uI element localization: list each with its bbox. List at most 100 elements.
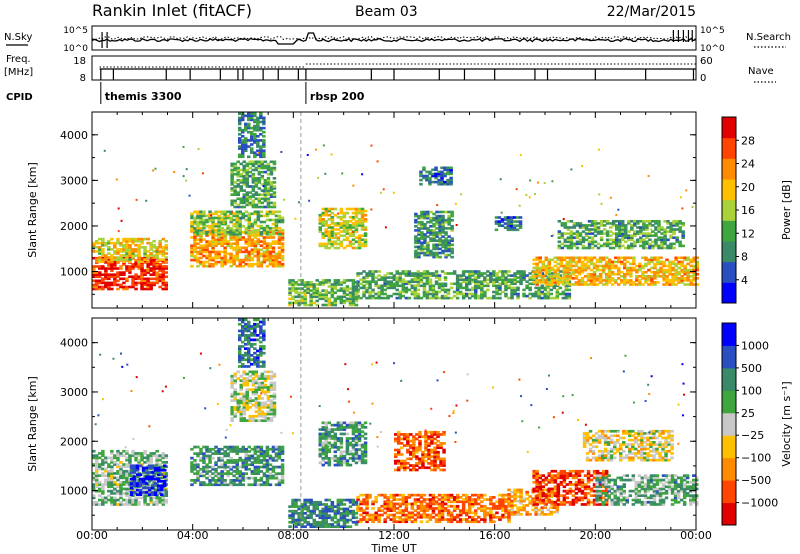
data-cell xyxy=(499,178,502,181)
data-cell xyxy=(468,276,472,279)
data-cell xyxy=(297,303,301,307)
data-cell xyxy=(272,168,277,172)
data-cell xyxy=(274,240,279,243)
data-cell xyxy=(241,450,245,453)
data-cell xyxy=(611,220,616,223)
data-cell xyxy=(164,472,168,475)
data-cell xyxy=(330,228,335,231)
data-cell xyxy=(443,172,447,176)
data-cell xyxy=(659,262,663,266)
data-cell xyxy=(196,233,200,236)
data-cell xyxy=(550,279,554,282)
data-cell xyxy=(155,496,159,500)
data-cell xyxy=(540,290,544,294)
data-cell xyxy=(251,419,256,422)
data-cell xyxy=(113,246,117,249)
data-cell xyxy=(602,220,607,223)
data-cell xyxy=(417,214,421,218)
data-cell xyxy=(269,183,274,186)
data-cell xyxy=(242,197,246,201)
data-cell xyxy=(348,207,353,211)
data-cell xyxy=(137,500,141,504)
data-cell xyxy=(629,283,633,286)
data-cell xyxy=(266,199,271,203)
data-cell xyxy=(140,263,144,266)
data-cell xyxy=(161,498,165,502)
data-cell xyxy=(501,282,505,286)
data-cell xyxy=(568,268,573,272)
data-cell xyxy=(389,294,393,298)
data-cell xyxy=(272,191,277,194)
data-cell xyxy=(568,277,573,280)
data-cell xyxy=(468,282,472,286)
data-cell xyxy=(116,275,120,278)
data-cell xyxy=(414,212,418,216)
data-cell xyxy=(257,401,262,405)
data-cell xyxy=(498,296,502,300)
data-cell xyxy=(95,480,99,484)
data-cell xyxy=(239,185,243,188)
data-cell xyxy=(247,114,251,118)
data-cell xyxy=(193,467,197,471)
data-cell xyxy=(630,228,634,231)
data-cell xyxy=(110,461,114,464)
data-cell xyxy=(351,293,356,296)
data-cell xyxy=(432,225,436,228)
data-cell xyxy=(318,228,322,231)
data-cell xyxy=(272,381,277,385)
data-cell xyxy=(495,292,499,296)
data-cell xyxy=(254,397,259,400)
data-cell xyxy=(230,179,234,182)
data-cell xyxy=(134,248,138,251)
data-cell xyxy=(247,214,251,218)
data-cell xyxy=(598,264,603,268)
data-cell xyxy=(277,226,282,230)
data-cell xyxy=(164,287,168,291)
data-cell xyxy=(199,459,203,462)
freq-label-line1: Freq. xyxy=(6,54,31,65)
data-cell xyxy=(217,222,221,226)
data-cell xyxy=(259,264,264,268)
data-cell xyxy=(345,238,350,242)
data-cell xyxy=(692,277,696,280)
data-cell xyxy=(531,292,535,296)
data-cell xyxy=(434,272,439,275)
data-cell xyxy=(135,464,140,468)
data-cell xyxy=(125,277,129,281)
data-cell xyxy=(678,220,682,223)
data-cell xyxy=(262,481,267,484)
data-cell xyxy=(277,218,282,222)
data-cell xyxy=(681,232,685,235)
data-cell xyxy=(598,268,603,272)
data-cell xyxy=(233,181,237,184)
data-cell xyxy=(623,266,627,270)
data-cell xyxy=(680,262,684,266)
data-cell xyxy=(557,230,562,233)
data-cell xyxy=(650,256,654,260)
data-cell xyxy=(583,281,588,284)
data-cell xyxy=(247,463,251,467)
data-cell xyxy=(452,282,457,286)
data-cell xyxy=(202,224,206,228)
data-cell xyxy=(119,267,123,270)
data-cell xyxy=(98,494,102,497)
data-cell xyxy=(104,478,108,482)
data-cell xyxy=(489,278,493,281)
data-cell xyxy=(202,260,206,264)
data-cell xyxy=(551,180,554,183)
data-cell xyxy=(98,256,102,259)
data-cell xyxy=(592,266,597,270)
data-cell xyxy=(244,258,248,262)
data-cell xyxy=(498,278,502,281)
data-cell xyxy=(668,279,672,282)
data-cell xyxy=(422,284,427,288)
data-cell xyxy=(233,185,237,188)
data-cell xyxy=(131,283,135,287)
data-cell xyxy=(259,114,263,118)
data-cell xyxy=(681,222,685,225)
data-cell xyxy=(674,262,678,266)
data-cell xyxy=(506,218,511,221)
data-cell xyxy=(140,241,144,245)
data-cell xyxy=(245,399,249,402)
data-cell xyxy=(208,461,212,464)
